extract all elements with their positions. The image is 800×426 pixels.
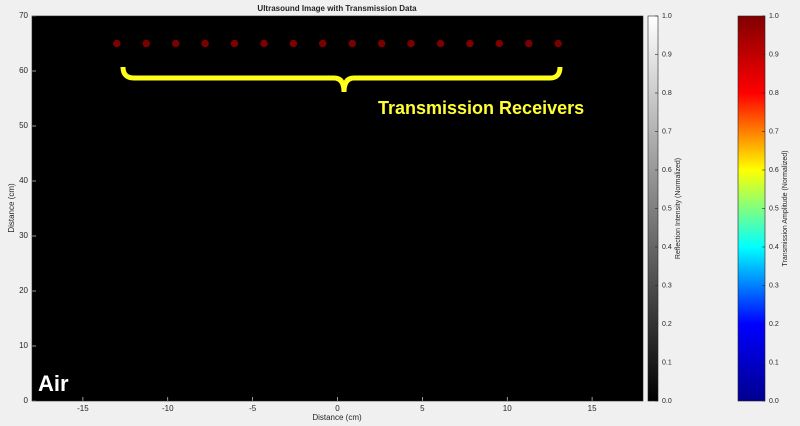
y-tick-label: 70 (19, 11, 28, 20)
y-axis-label: Distance (cm) (7, 183, 16, 233)
x-tick-label: 10 (503, 404, 512, 413)
receivers-label: Transmission Receivers (378, 98, 584, 118)
x-axis-label: Distance (cm) (312, 413, 362, 422)
colorbar-label: Reflection Intensity (Normalized) (675, 158, 682, 259)
x-tick-label: -15 (77, 404, 89, 413)
colorbar-label: Transmission Amplitude (Normalized) (782, 150, 789, 266)
colorbar-tick-label: 0.4 (769, 244, 779, 251)
receiver-point (201, 39, 209, 48)
receiver-point (377, 39, 386, 48)
colorbar-tick-label: 0.7 (662, 128, 672, 135)
colorbar-tick-label: 0.3 (662, 282, 672, 289)
receiver-point (318, 39, 327, 48)
receiver-point (524, 39, 533, 48)
colorbar-tick-label: 0.8 (662, 90, 672, 97)
y-tick-label: 60 (19, 66, 28, 75)
colorbar-tick-label: 0.8 (769, 90, 779, 97)
colorbar-tick-label: 0.1 (769, 359, 779, 366)
receiver-point (348, 39, 357, 48)
colorbar-tick-label: 0.2 (662, 321, 672, 328)
colorbar-tick-label: 0.3 (769, 282, 779, 289)
x-tick-label: -10 (162, 404, 174, 413)
colorbar-tick-label: 0.1 (662, 359, 672, 366)
colorbar-tick-label: 0.0 (769, 398, 779, 405)
colorbar (737, 15, 766, 402)
receiver-point (495, 39, 504, 48)
colorbar-tick-label: 0.4 (662, 244, 672, 251)
y-tick-label: 10 (19, 341, 28, 350)
chart-title: Ultrasound Image with Transmission Data (257, 4, 417, 13)
receiver-bracket (120, 66, 563, 93)
receiver-point (407, 39, 415, 48)
colorbar-tick-label: 0.6 (662, 167, 672, 174)
receiver-point (289, 39, 298, 48)
y-tick-label: 0 (24, 396, 29, 405)
receiver-point (466, 39, 474, 48)
colorbar-tick-label: 1.0 (769, 13, 779, 20)
y-tick-label: 40 (19, 176, 28, 185)
receiver-point (554, 39, 562, 48)
colorbar-tick-label: 0.9 (662, 51, 672, 58)
x-tick-label: 0 (335, 404, 340, 413)
receiver-point (142, 39, 151, 48)
colorbar-tick-label: 0.7 (769, 128, 779, 135)
receiver-point (230, 39, 239, 48)
receiver-point (436, 39, 445, 48)
colorbar-tick-label: 0.5 (769, 205, 779, 212)
x-tick-label: -5 (249, 404, 257, 413)
colorbar-tick-label: 1.0 (662, 13, 672, 20)
receiver-point (171, 39, 180, 48)
medium-label: Air (38, 371, 69, 396)
colorbar-tick-label: 0.6 (769, 167, 779, 174)
x-tick-label: 15 (588, 404, 597, 413)
colorbar-tick-label: 0.2 (769, 321, 779, 328)
receiver-point (113, 39, 121, 48)
y-tick-label: 50 (19, 121, 28, 130)
y-tick-label: 30 (19, 231, 28, 240)
colorbar-tick-label: 0.5 (662, 205, 672, 212)
colorbar-tick-label: 0.0 (662, 398, 672, 405)
colorbar-tick-label: 0.9 (769, 51, 779, 58)
plot-frame (31, 15, 644, 402)
y-tick-label: 20 (19, 286, 28, 295)
receiver-point (260, 39, 268, 48)
x-tick-label: 5 (420, 404, 425, 413)
